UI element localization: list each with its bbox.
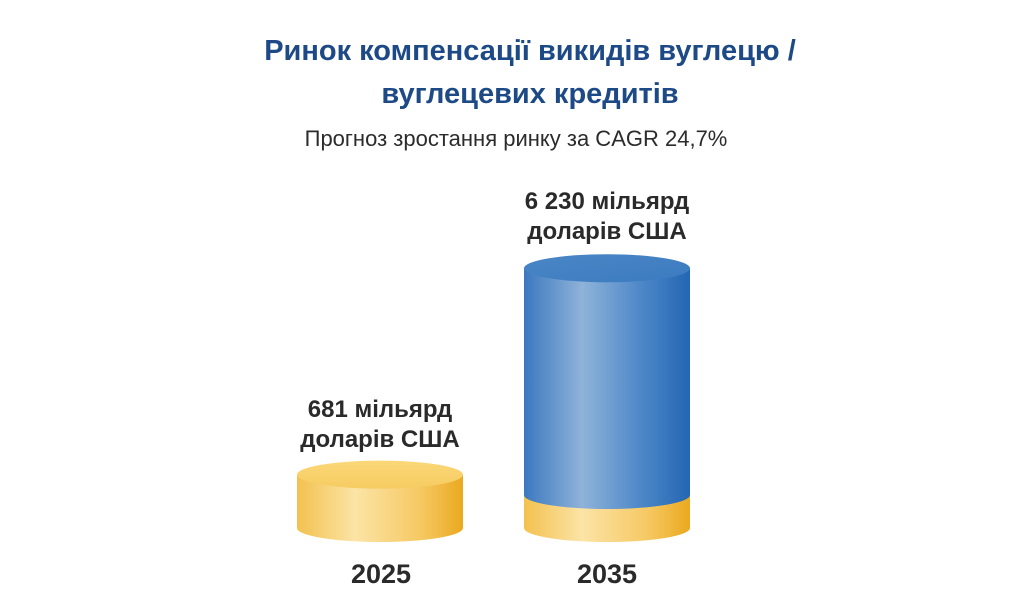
bar-2025-body [297,474,463,542]
data-label-2025-line-1: 681 мільярд [308,396,452,423]
chart-title-line-1: Ринок компенсації викидів вуглецю / [264,35,796,67]
chart-title-line-2: вуглецевих кредитів [381,78,679,110]
x-tick-2035: 2035 [577,559,637,589]
data-label-2035-line-2: доларів США [527,218,686,245]
bar-2025-top [297,460,463,489]
chart-subtitle: Прогноз зростання ринку за CAGR 24,7% [304,126,728,151]
x-tick-2025: 2025 [351,559,411,589]
data-label-2025-line-2: доларів США [300,426,459,453]
bar-2035-top [524,254,690,283]
bar-2035-body [524,268,690,509]
data-label-2035-line-1: 6 230 мільярд [525,188,689,215]
